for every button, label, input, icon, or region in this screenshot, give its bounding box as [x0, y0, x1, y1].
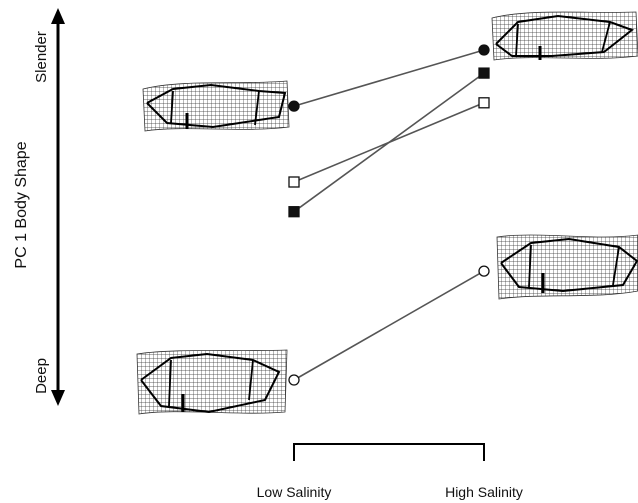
- point-square-open-high: [478, 97, 490, 109]
- shape-grid-low-deep: [136, 349, 288, 415]
- category-bracket: [293, 443, 485, 461]
- point-circle-open-high: [478, 265, 490, 277]
- series-line-square-open: [293, 102, 485, 183]
- point-circle-open-low: [288, 374, 300, 386]
- series-line-circle-filled: [293, 49, 485, 107]
- y-end-label-top: Slender: [33, 31, 50, 83]
- series-layer: [288, 44, 490, 386]
- shape-grid-low-slender: [142, 80, 290, 132]
- point-circle-filled-high: [478, 44, 490, 56]
- y-axis-arrow-top: [51, 8, 65, 24]
- shape-grid-high-slender: [491, 11, 638, 61]
- category-label-high: High Salinity: [445, 484, 523, 500]
- y-axis-arrow-bottom: [51, 390, 65, 406]
- point-square-open-low: [288, 176, 300, 188]
- y-axis: [51, 8, 65, 406]
- y-axis-label: PC 1 Body Shape: [13, 141, 30, 268]
- point-circle-filled-low: [288, 100, 300, 112]
- category-label-low: Low Salinity: [257, 484, 332, 500]
- y-end-label-bottom: Deep: [33, 358, 50, 394]
- point-square-filled-low: [288, 206, 300, 218]
- series-line-circle-open: [293, 270, 485, 381]
- point-square-filled-high: [478, 67, 490, 79]
- shape-grid-high-deep: [496, 234, 638, 300]
